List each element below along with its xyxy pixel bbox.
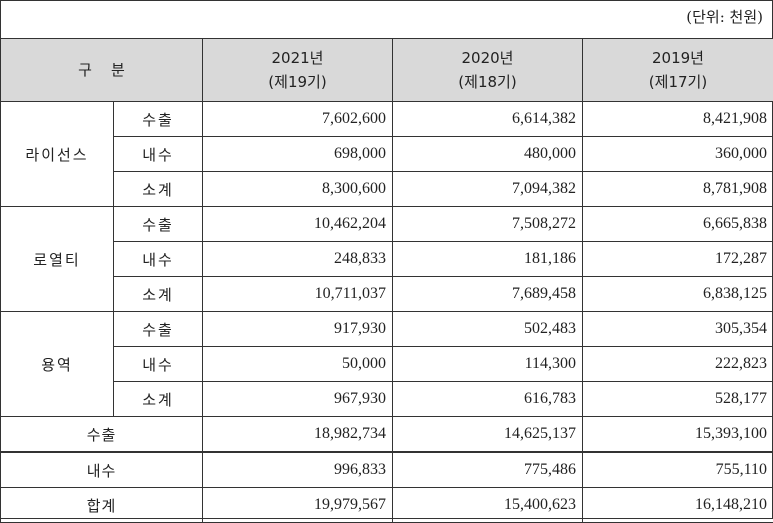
value-cell: 502,483 <box>393 312 583 347</box>
value-cell: 480,000 <box>393 137 583 172</box>
value-cell: 6,614,382 <box>393 102 583 137</box>
total-value-cell: 755,110 <box>583 452 773 488</box>
subcategory-cell: 소계 <box>114 277 203 312</box>
total-label-cell: 수출 <box>1 417 203 453</box>
value-cell: 172,287 <box>583 242 773 277</box>
subcategory-cell: 수출 <box>114 312 203 347</box>
total-value-cell: 15,393,100 <box>583 417 773 453</box>
value-cell: 7,602,600 <box>203 102 393 137</box>
total-value-cell: 19,979,567 <box>203 488 393 523</box>
value-cell: 7,094,382 <box>393 172 583 207</box>
total-value-cell: 15,400,623 <box>393 488 583 523</box>
value-cell: 305,354 <box>583 312 773 347</box>
total-label-cell: 내수 <box>1 452 203 488</box>
total-value-cell: 775,486 <box>393 452 583 488</box>
subcategory-cell: 내수 <box>114 137 203 172</box>
subcategory-cell: 수출 <box>114 207 203 242</box>
year-header-2019: 2019년(제17기) <box>583 39 773 102</box>
value-cell: 967,930 <box>203 382 393 417</box>
value-cell: 8,300,600 <box>203 172 393 207</box>
category-cell: 용역 <box>1 312 114 417</box>
subcategory-cell: 내수 <box>114 347 203 382</box>
header-row: 구 분 2021년(제19기) 2020년(제18기) 2019년(제17기) <box>1 39 773 102</box>
division-header: 구 분 <box>1 39 203 102</box>
value-cell: 528,177 <box>583 382 773 417</box>
category-cell: 로열티 <box>1 207 114 312</box>
total-value-cell: 18,982,734 <box>203 417 393 453</box>
value-cell: 10,711,037 <box>203 277 393 312</box>
value-cell: 6,665,838 <box>583 207 773 242</box>
subcategory-cell: 소계 <box>114 382 203 417</box>
total-value-cell: 14,625,137 <box>393 417 583 453</box>
value-cell: 917,930 <box>203 312 393 347</box>
subcategory-cell: 소계 <box>114 172 203 207</box>
category-cell: 라이선스 <box>1 102 114 207</box>
total-value-cell: 996,833 <box>203 452 393 488</box>
total-value-cell: 16,148,210 <box>583 488 773 523</box>
unit-label: (단위: 천원) <box>686 6 763 27</box>
value-cell: 50,000 <box>203 347 393 382</box>
value-cell: 360,000 <box>583 137 773 172</box>
value-cell: 10,462,204 <box>203 207 393 242</box>
value-cell: 616,783 <box>393 382 583 417</box>
year-header-2020: 2020년(제18기) <box>393 39 583 102</box>
subcategory-cell: 수출 <box>114 102 203 137</box>
subcategory-cell: 내수 <box>114 242 203 277</box>
revenue-table: 구 분 2021년(제19기) 2020년(제18기) 2019년(제17기) … <box>0 38 773 523</box>
value-cell: 114,300 <box>393 347 583 382</box>
value-cell: 7,508,272 <box>393 207 583 242</box>
value-cell: 248,833 <box>203 242 393 277</box>
year-header-2021: 2021년(제19기) <box>203 39 393 102</box>
value-cell: 698,000 <box>203 137 393 172</box>
total-label-cell: 합계 <box>1 488 203 523</box>
value-cell: 6,838,125 <box>583 277 773 312</box>
value-cell: 8,781,908 <box>583 172 773 207</box>
value-cell: 7,689,458 <box>393 277 583 312</box>
value-cell: 222,823 <box>583 347 773 382</box>
value-cell: 8,421,908 <box>583 102 773 137</box>
value-cell: 181,186 <box>393 242 583 277</box>
